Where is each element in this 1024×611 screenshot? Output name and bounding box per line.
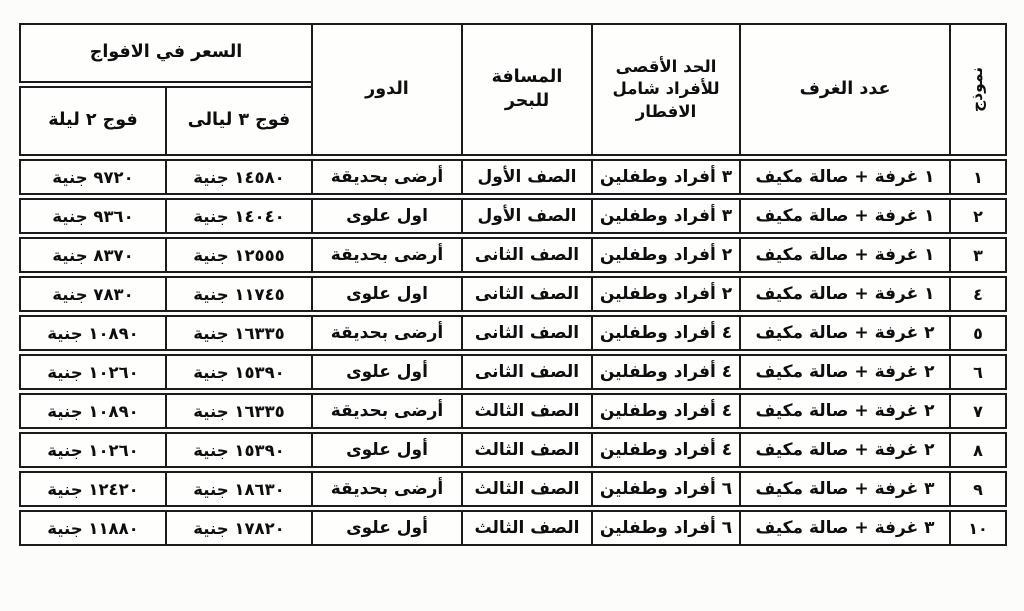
- cell-price-3-nights: ١٥٣٩٠ جنية: [165, 432, 311, 468]
- table-row: ٦ ٢ غرفة + صالة مكيف ٤ أفراد وطفلين الصف…: [19, 354, 1007, 390]
- cell-price-2-nights: ١٠٨٩٠ جنية: [19, 315, 165, 351]
- cell-floor: أرضى بحديقة: [311, 237, 461, 273]
- cell-sea-distance: الصف الأول: [461, 159, 591, 195]
- cell-price-2-nights: ١٠٨٩٠ جنية: [19, 393, 165, 429]
- cell-floor: اول علوى: [311, 198, 461, 234]
- cell-floor: أول علوى: [311, 354, 461, 390]
- cell-price-3-nights: ١٢٥٥٥ جنية: [165, 237, 311, 273]
- cell-max-occupancy: ٣ أفراد وطفلين: [591, 159, 739, 195]
- header-distance: المسافة للبحر: [461, 23, 591, 156]
- cell-rooms: ٣ غرفة + صالة مكيف: [739, 471, 949, 507]
- cell-max-occupancy: ٤ أفراد وطفلين: [591, 432, 739, 468]
- cell-sea-distance: الصف الثانى: [461, 276, 591, 312]
- cell-rooms: ١ غرفة + صالة مكيف: [739, 276, 949, 312]
- cell-max-occupancy: ٤ أفراد وطفلين: [591, 393, 739, 429]
- cell-model-number: ٥: [949, 315, 1007, 351]
- header-rooms: عدد الغرف: [739, 23, 949, 156]
- cell-max-occupancy: ٤ أفراد وطفلين: [591, 354, 739, 390]
- cell-model-number: ٧: [949, 393, 1007, 429]
- cell-max-occupancy: ٦ أفراد وطفلين: [591, 471, 739, 507]
- cell-sea-distance: الصف الثالث: [461, 432, 591, 468]
- cell-max-occupancy: ٦ أفراد وطفلين: [591, 510, 739, 546]
- cell-model-number: ١٠: [949, 510, 1007, 546]
- cell-price-2-nights: ٨٣٧٠ جنية: [19, 237, 165, 273]
- table-row: ٨ ٢ غرفة + صالة مكيف ٤ أفراد وطفلين الصف…: [19, 432, 1007, 468]
- cell-model-number: ٢: [949, 198, 1007, 234]
- cell-rooms: ١ غرفة + صالة مكيف: [739, 159, 949, 195]
- cell-model-number: ٣: [949, 237, 1007, 273]
- cell-floor: أرضى بحديقة: [311, 315, 461, 351]
- cell-floor: أرضى بحديقة: [311, 159, 461, 195]
- table-row: ٤ ١ غرفة + صالة مكيف ٢ أفراد وطفلين الصف…: [19, 276, 1007, 312]
- cell-floor: اول علوى: [311, 276, 461, 312]
- header-model: نموذج: [949, 23, 1007, 156]
- cell-price-3-nights: ١٤٠٤٠ جنية: [165, 198, 311, 234]
- table-row: ٩ ٣ غرفة + صالة مكيف ٦ أفراد وطفلين الصف…: [19, 471, 1007, 507]
- cell-floor: أرضى بحديقة: [311, 393, 461, 429]
- cell-sea-distance: الصف الثانى: [461, 315, 591, 351]
- cell-max-occupancy: ٢ أفراد وطفلين: [591, 237, 739, 273]
- header-model-rotated-label: نموذج: [968, 66, 987, 112]
- cell-price-3-nights: ١٥٣٩٠ جنية: [165, 354, 311, 390]
- cell-rooms: ١ غرفة + صالة مكيف: [739, 237, 949, 273]
- cell-sea-distance: الصف الثالث: [461, 393, 591, 429]
- cell-model-number: ١: [949, 159, 1007, 195]
- hotel-price-table: نموذج عدد الغرف الحد الأقصى للأفراد شامل…: [19, 20, 1007, 549]
- cell-floor: أول علوى: [311, 510, 461, 546]
- header-price-2-nights: فوج ٢ ليلة: [19, 86, 165, 156]
- header-price-group: السعر في الافواج: [19, 23, 311, 83]
- cell-sea-distance: الصف الثالث: [461, 471, 591, 507]
- cell-rooms: ٢ غرفة + صالة مكيف: [739, 354, 949, 390]
- cell-max-occupancy: ٤ أفراد وطفلين: [591, 315, 739, 351]
- cell-floor: أول علوى: [311, 432, 461, 468]
- cell-price-3-nights: ١١٧٤٥ جنية: [165, 276, 311, 312]
- cell-max-occupancy: ٢ أفراد وطفلين: [591, 276, 739, 312]
- cell-price-3-nights: ١٦٣٣٥ جنية: [165, 315, 311, 351]
- table-body: ١ ١ غرفة + صالة مكيف ٣ أفراد وطفلين الصف…: [19, 159, 1007, 546]
- cell-rooms: ١ غرفة + صالة مكيف: [739, 198, 949, 234]
- cell-sea-distance: الصف الثالث: [461, 510, 591, 546]
- cell-price-2-nights: ١٢٤٢٠ جنية: [19, 471, 165, 507]
- cell-model-number: ٤: [949, 276, 1007, 312]
- cell-price-2-nights: ٧٨٣٠ جنية: [19, 276, 165, 312]
- cell-price-3-nights: ١٧٨٢٠ جنية: [165, 510, 311, 546]
- cell-price-2-nights: ١٠٢٦٠ جنية: [19, 432, 165, 468]
- cell-sea-distance: الصف الثانى: [461, 354, 591, 390]
- header-capacity: الحد الأقصى للأفراد شامل الافطار: [591, 23, 739, 156]
- cell-rooms: ٢ غرفة + صالة مكيف: [739, 393, 949, 429]
- header-floor: الدور: [311, 23, 461, 156]
- cell-price-2-nights: ١١٨٨٠ جنية: [19, 510, 165, 546]
- cell-price-3-nights: ١٦٣٣٥ جنية: [165, 393, 311, 429]
- cell-price-3-nights: ١٨٦٣٠ جنية: [165, 471, 311, 507]
- cell-price-2-nights: ٩٧٢٠ جنية: [19, 159, 165, 195]
- cell-price-2-nights: ١٠٢٦٠ جنية: [19, 354, 165, 390]
- cell-floor: أرضى بحديقة: [311, 471, 461, 507]
- header-price-3-nights: فوج ٣ ليالى: [165, 86, 311, 156]
- cell-max-occupancy: ٣ أفراد وطفلين: [591, 198, 739, 234]
- cell-sea-distance: الصف الأول: [461, 198, 591, 234]
- cell-price-2-nights: ٩٣٦٠ جنية: [19, 198, 165, 234]
- cell-rooms: ٣ غرفة + صالة مكيف: [739, 510, 949, 546]
- cell-model-number: ٩: [949, 471, 1007, 507]
- table-row: ٣ ١ غرفة + صالة مكيف ٢ أفراد وطفلين الصف…: [19, 237, 1007, 273]
- cell-rooms: ٢ غرفة + صالة مكيف: [739, 315, 949, 351]
- table-row: ٢ ١ غرفة + صالة مكيف ٣ أفراد وطفلين الصف…: [19, 198, 1007, 234]
- table-row: ٥ ٢ غرفة + صالة مكيف ٤ أفراد وطفلين الصف…: [19, 315, 1007, 351]
- cell-sea-distance: الصف الثانى: [461, 237, 591, 273]
- cell-model-number: ٨: [949, 432, 1007, 468]
- table-row: ١٠ ٣ غرفة + صالة مكيف ٦ أفراد وطفلين الص…: [19, 510, 1007, 546]
- table-header: نموذج عدد الغرف الحد الأقصى للأفراد شامل…: [19, 23, 1007, 156]
- table-row: ٧ ٢ غرفة + صالة مكيف ٤ أفراد وطفلين الصف…: [19, 393, 1007, 429]
- cell-price-3-nights: ١٤٥٨٠ جنية: [165, 159, 311, 195]
- cell-rooms: ٢ غرفة + صالة مكيف: [739, 432, 949, 468]
- cell-model-number: ٦: [949, 354, 1007, 390]
- table-row: ١ ١ غرفة + صالة مكيف ٣ أفراد وطفلين الصف…: [19, 159, 1007, 195]
